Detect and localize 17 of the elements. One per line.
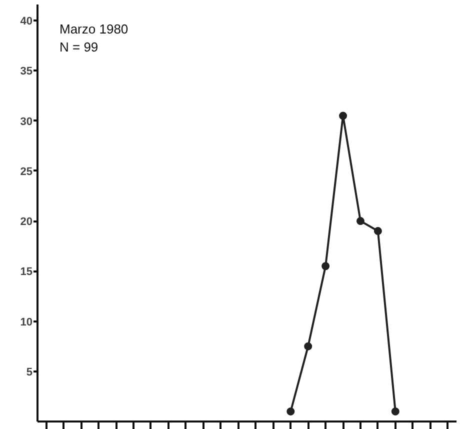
point <box>286 407 295 416</box>
point <box>374 227 382 236</box>
annotation: N = 99 <box>60 40 98 54</box>
y-tick-label: 15 <box>20 266 33 278</box>
y-tick-label: 40 <box>20 16 33 28</box>
point <box>304 342 312 350</box>
y-tick-label: 5 <box>26 366 33 378</box>
y-tick-label: 30 <box>20 116 33 128</box>
annotation: Marzo 1980 <box>60 22 128 36</box>
point <box>339 112 348 120</box>
y-tick-label: 10 <box>20 316 33 328</box>
y-tick-label: 20 <box>20 216 33 228</box>
point <box>322 262 330 270</box>
point <box>391 407 400 416</box>
y-tick-label: 25 <box>20 166 33 178</box>
y-tick-label: 35 <box>20 66 33 78</box>
point <box>356 217 364 226</box>
